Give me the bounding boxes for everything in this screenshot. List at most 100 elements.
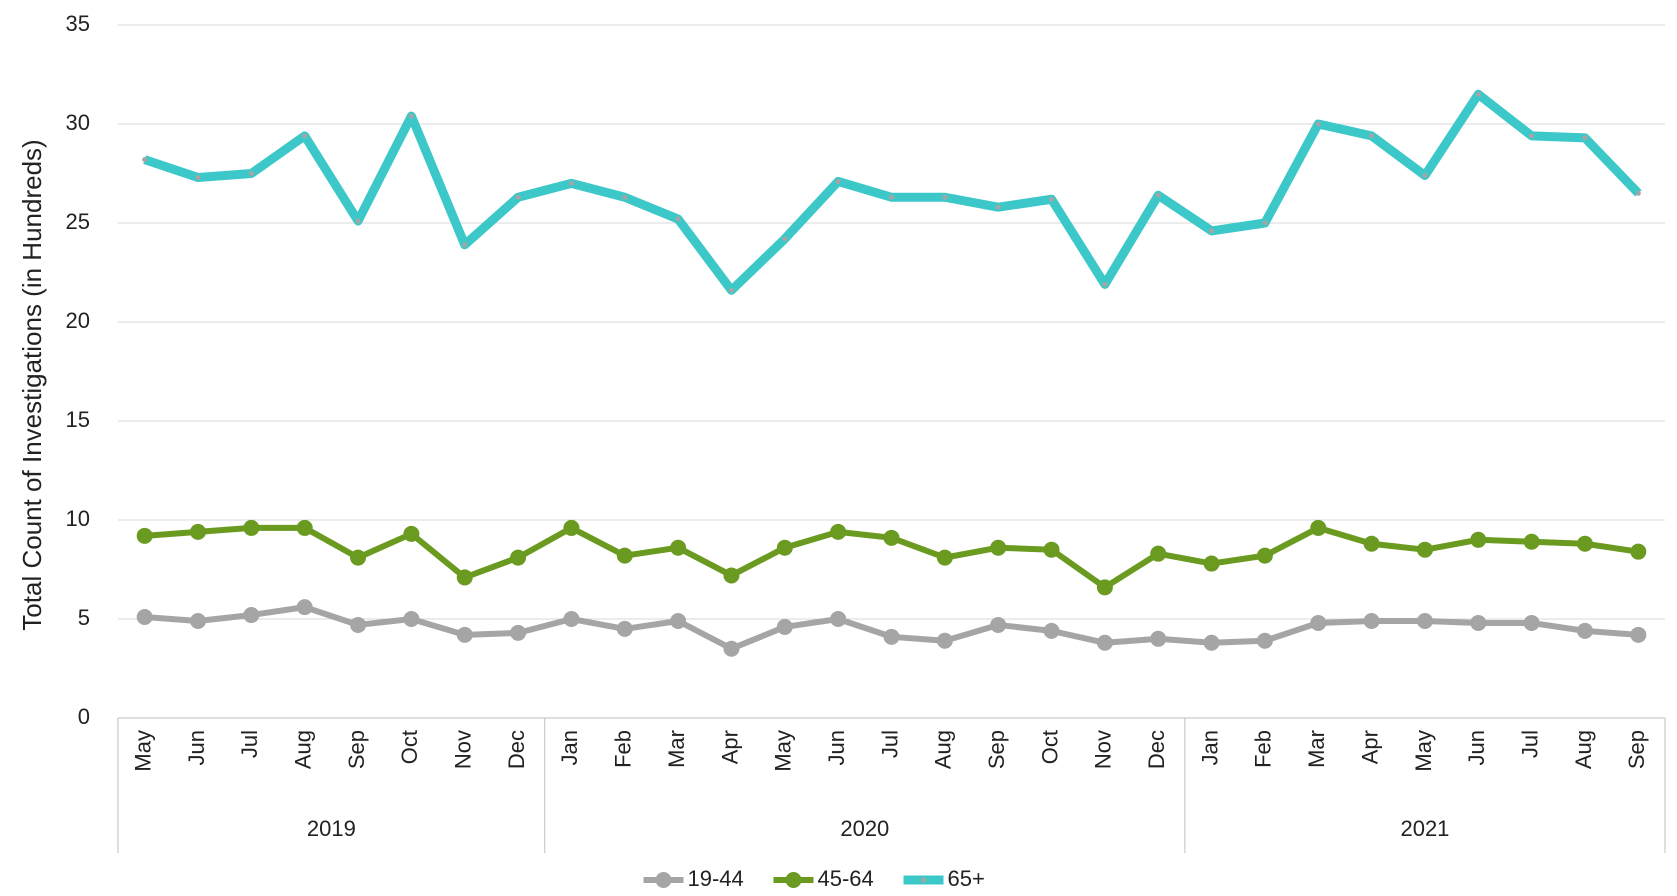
data-point (1102, 281, 1108, 287)
data-point (190, 523, 207, 540)
data-point (995, 204, 1001, 210)
data-point (456, 569, 473, 586)
data-point (142, 157, 148, 163)
data-point (408, 113, 414, 119)
data-point (675, 216, 681, 222)
data-point (1576, 622, 1593, 639)
y-axis-label: Total Count of Investigations (in Hundre… (17, 139, 47, 630)
x-tick-label: May (771, 730, 796, 772)
legend-marker (921, 877, 926, 883)
x-tick-label: Sep (1624, 730, 1649, 769)
data-point (1576, 535, 1593, 552)
data-point (1096, 579, 1113, 596)
data-point (403, 611, 420, 627)
legend-marker (785, 872, 802, 888)
data-point (243, 519, 260, 536)
data-point (296, 519, 313, 536)
data-point (1523, 614, 1540, 631)
x-tick-label: Feb (611, 730, 636, 768)
data-point (776, 618, 793, 635)
x-tick-label: Jan (557, 730, 582, 765)
data-point (1416, 541, 1433, 558)
data-point (883, 628, 900, 645)
data-point (616, 620, 633, 637)
data-point (1630, 543, 1647, 560)
legend-marker (655, 872, 672, 888)
data-point (1043, 541, 1060, 558)
data-point (990, 616, 1007, 633)
data-point (462, 242, 468, 248)
data-point (296, 599, 313, 616)
x-tick-label: Aug (931, 730, 956, 769)
x-tick-label: Dec (1144, 730, 1169, 769)
data-point (936, 632, 953, 649)
data-point (1096, 634, 1113, 651)
data-point (350, 549, 367, 566)
data-point (1523, 533, 1540, 550)
data-point (1315, 121, 1321, 127)
data-point (1470, 614, 1487, 631)
data-point (1310, 519, 1327, 536)
x-tick-label: Jul (877, 730, 902, 758)
data-point (776, 539, 793, 556)
x-tick-label: Nov (451, 730, 476, 769)
data-point (243, 607, 260, 624)
x-tick-label: Oct (1037, 730, 1062, 764)
x-tick-label: Mar (1304, 730, 1329, 768)
data-point (1209, 228, 1215, 234)
data-point (195, 174, 201, 180)
data-point (723, 640, 740, 657)
data-point (670, 612, 687, 629)
x-tick-label: Nov (1091, 730, 1116, 769)
x-tick-label: Jun (184, 730, 209, 765)
data-point (1155, 192, 1161, 198)
data-point (936, 549, 953, 566)
data-point (456, 626, 473, 643)
x-group-label: 2021 (1400, 816, 1449, 841)
x-tick-label: Apr (717, 730, 742, 764)
data-point (355, 218, 361, 224)
y-tick-label: 20 (66, 308, 90, 333)
data-point (616, 547, 633, 564)
x-group-label: 2019 (307, 816, 356, 841)
data-point (563, 519, 580, 536)
data-point (1582, 135, 1588, 141)
x-tick-label: Feb (1251, 730, 1276, 768)
data-point (1416, 612, 1433, 629)
x-tick-label: Jun (824, 730, 849, 765)
data-point (830, 611, 847, 627)
x-tick-label: Aug (1571, 730, 1596, 769)
x-tick-label: May (1411, 730, 1436, 772)
data-point (942, 194, 948, 200)
data-point (728, 287, 734, 293)
y-tick-label: 25 (66, 209, 90, 234)
data-point (1043, 622, 1060, 639)
y-tick-label: 0 (78, 704, 90, 729)
data-point (350, 616, 367, 633)
data-point (136, 527, 153, 544)
data-point (248, 171, 254, 176)
x-tick-label: Dec (504, 730, 529, 769)
data-point (1529, 133, 1535, 139)
x-tick-label: Apr (1357, 730, 1382, 764)
legend-label: 45-64 (818, 866, 874, 891)
data-point (1422, 172, 1428, 178)
data-point (403, 525, 420, 542)
data-point (670, 539, 687, 556)
data-point (1150, 545, 1167, 562)
data-point (622, 194, 628, 200)
data-point (1256, 632, 1273, 649)
data-point (835, 178, 841, 184)
x-tick-label: Sep (984, 730, 1009, 769)
data-point (510, 624, 527, 641)
data-point (1369, 133, 1375, 139)
legend-label: 65+ (948, 866, 985, 891)
data-point (515, 194, 521, 200)
data-point (1203, 555, 1220, 572)
data-point (1475, 91, 1481, 97)
data-point (136, 609, 153, 626)
x-tick-label: Jun (1464, 730, 1489, 765)
data-point (782, 236, 788, 242)
y-tick-label: 10 (66, 506, 90, 531)
